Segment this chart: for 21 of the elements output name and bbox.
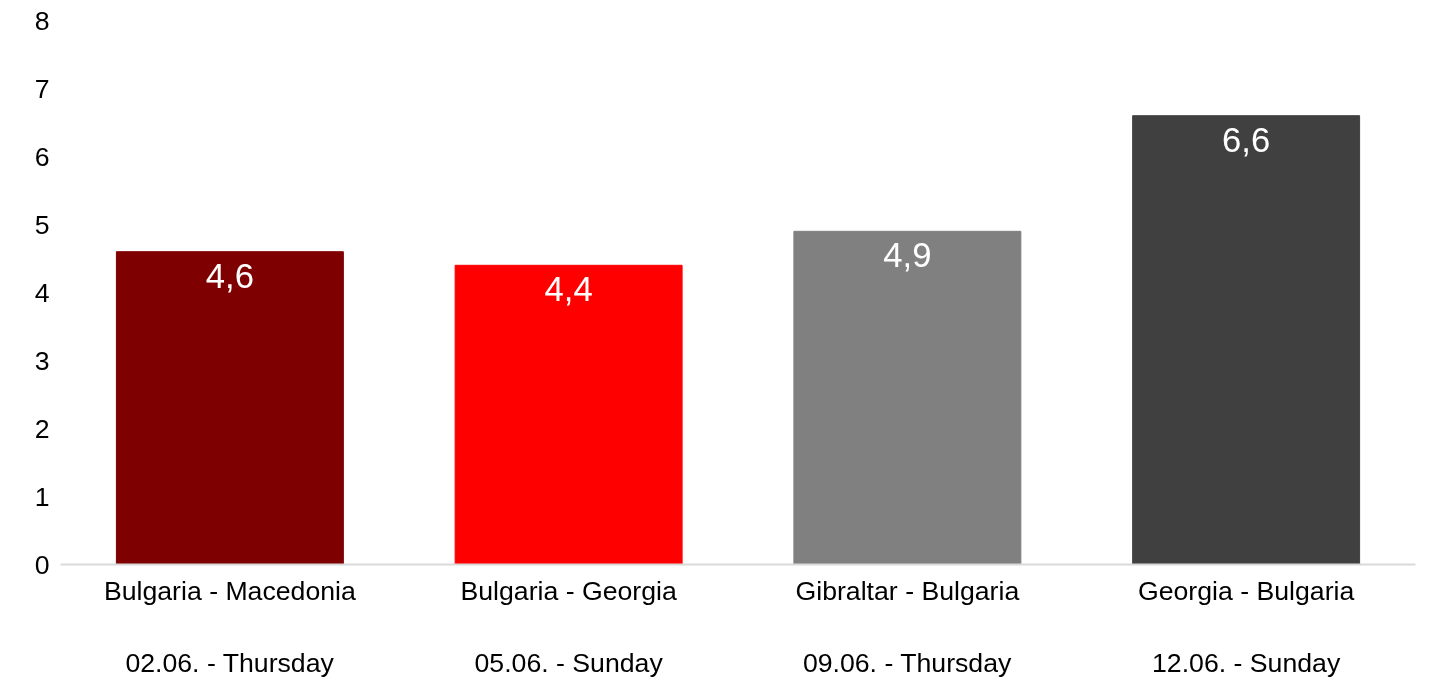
- y-tick-label: 8: [34, 5, 50, 36]
- data-label: 4,4: [544, 270, 593, 309]
- category-label: Bulgaria - Macedonia 02.06. - Thursday: [103, 575, 356, 678]
- y-tick-label: 2: [34, 413, 50, 444]
- category-label: Gibraltar - Bulgaria 09.06. - Thursday: [795, 575, 1020, 678]
- data-label: 4,9: [883, 236, 932, 275]
- y-tick-label: 4: [34, 277, 50, 308]
- category-label: Bulgaria - Georgia 05.06. - Sunday: [460, 575, 677, 678]
- data-label: 4,6: [205, 256, 254, 295]
- y-tick-label: 7: [34, 73, 50, 104]
- bar: [1132, 115, 1361, 565]
- bar: [115, 251, 344, 565]
- bar: [793, 230, 1022, 565]
- y-tick-label: 6: [34, 141, 50, 172]
- y-tick-label: 3: [34, 345, 50, 376]
- data-label: 6,6: [1222, 120, 1271, 159]
- category-label: Georgia - Bulgaria 12.06. - Sunday: [1137, 575, 1355, 678]
- y-tick-label: 1: [34, 481, 50, 512]
- y-tick-label: 5: [34, 209, 50, 240]
- y-tick-label: 0: [34, 549, 50, 580]
- bar: [454, 264, 683, 565]
